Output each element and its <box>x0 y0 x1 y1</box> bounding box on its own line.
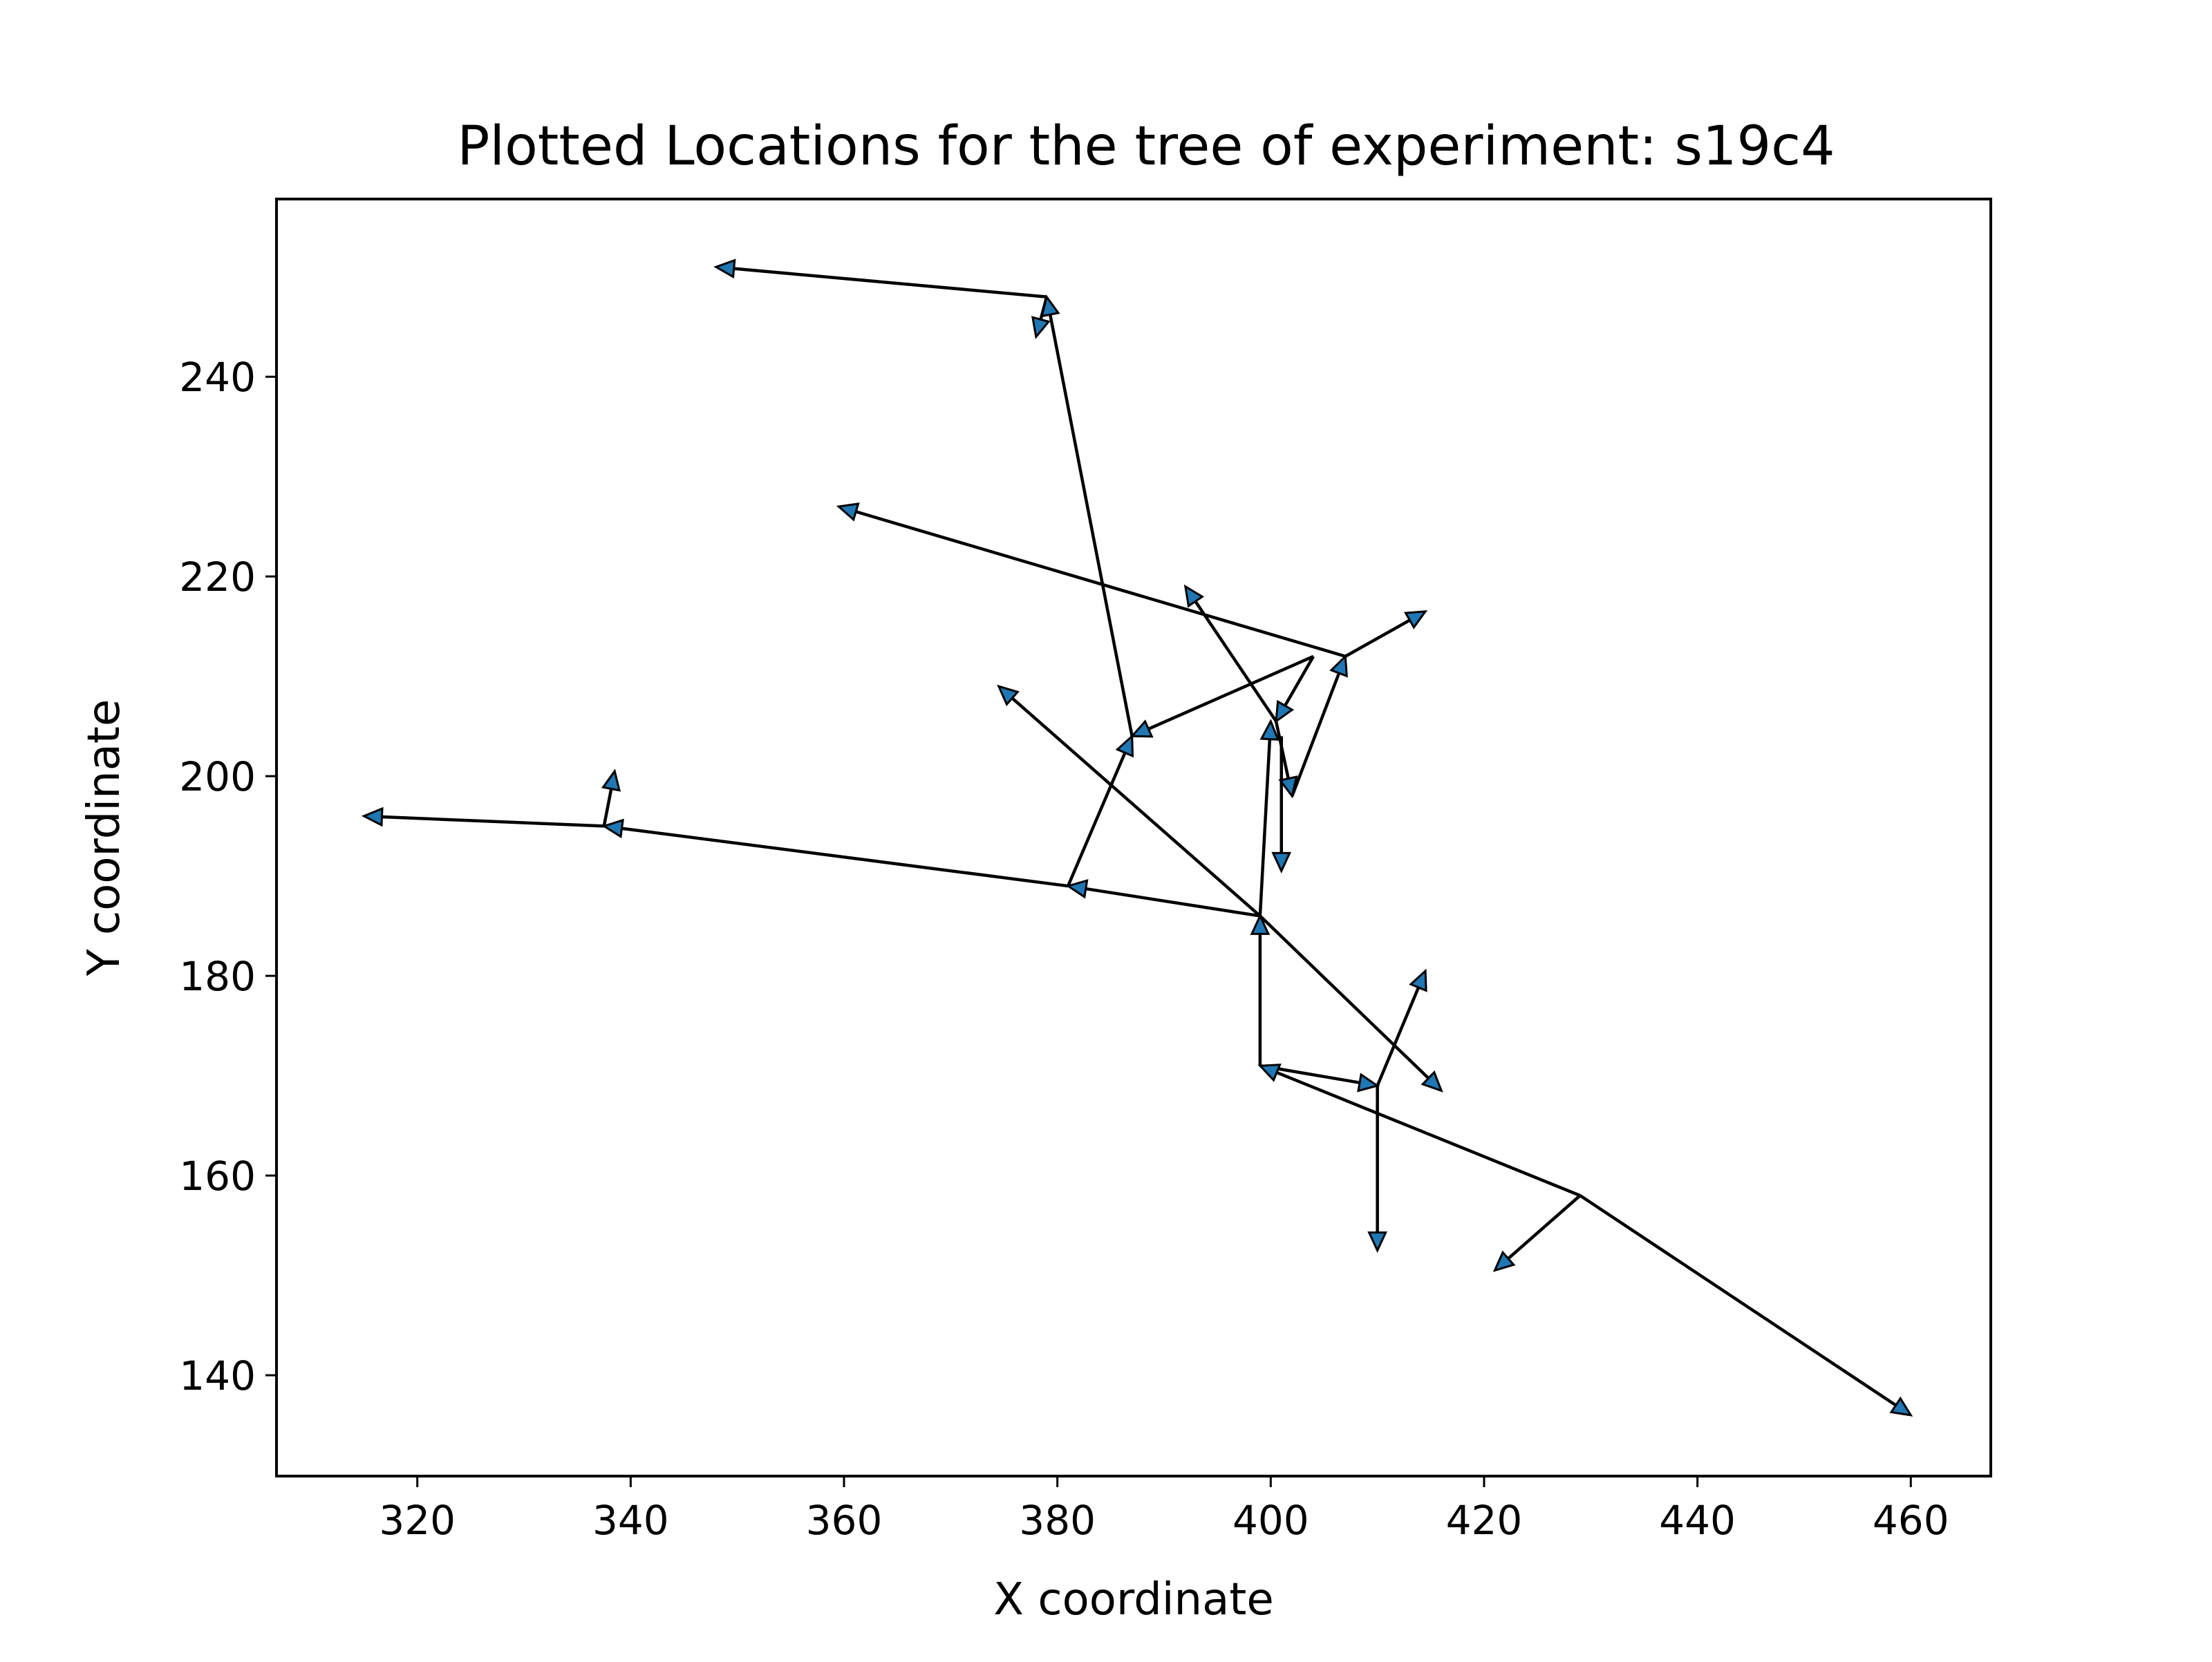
arrow-head <box>1130 719 1154 738</box>
arrow-head <box>1271 851 1292 874</box>
arrow-shaft <box>1376 987 1421 1086</box>
arrow-shaft <box>1147 654 1314 730</box>
arrow-head <box>1115 734 1134 758</box>
arrow-shaft <box>1194 600 1277 722</box>
y-tick-label: 160 <box>179 1153 256 1200</box>
arrow-shaft <box>382 815 604 828</box>
arrow-head <box>1040 294 1060 318</box>
arrow-shaft <box>602 788 613 827</box>
arrow-head <box>1492 1250 1516 1272</box>
arrow-head <box>1275 699 1295 724</box>
arrow-head <box>1257 1064 1282 1082</box>
tree-arrow <box>1258 719 1280 916</box>
arrow-head <box>1404 610 1428 630</box>
arrow-head <box>1065 879 1089 899</box>
x-axis-label: X coordinate <box>993 1574 1274 1625</box>
tree-arrow <box>1492 1194 1582 1272</box>
tree-arrow <box>1344 610 1428 658</box>
tree-arrow <box>836 502 1346 658</box>
arrow-head <box>601 768 621 792</box>
tree-arrow <box>1183 584 1277 722</box>
tree-arrow <box>1259 914 1443 1093</box>
arrow-head <box>1250 913 1271 935</box>
tree-arrow <box>1065 879 1261 918</box>
tree-arrow <box>1291 654 1348 797</box>
tree-arrow <box>601 768 621 827</box>
arrow-head <box>836 502 860 522</box>
tree-arrow <box>713 258 1047 299</box>
arrow-shaft <box>1258 739 1272 916</box>
arrow-shaft <box>733 267 1047 299</box>
arrow-head <box>1889 1396 1913 1417</box>
chart-title: Plotted Locations for the tree of experi… <box>457 115 1835 178</box>
arrow-head <box>1278 775 1298 799</box>
arrow-shaft <box>1011 697 1262 918</box>
x-tick-label: 420 <box>1446 1497 1523 1544</box>
arrow-head <box>1409 968 1427 992</box>
tree-arrow <box>361 806 604 828</box>
arrow-head <box>601 818 624 839</box>
arrow-shaft <box>1344 618 1411 658</box>
tree-arrow <box>1130 654 1314 738</box>
y-axis-label: Y coordinate <box>79 699 130 977</box>
arrow-head <box>713 258 736 278</box>
x-tick-label: 340 <box>592 1497 669 1544</box>
arrow-shaft <box>1291 672 1341 797</box>
arrow-head <box>1421 1070 1443 1093</box>
tree-arrow <box>1275 655 1315 724</box>
plot-area <box>361 258 1913 1417</box>
arrow-shaft <box>855 510 1346 658</box>
arrow-head <box>1357 1073 1380 1093</box>
arrow-head <box>361 806 384 827</box>
y-tick-label: 140 <box>179 1352 256 1399</box>
x-tick-label: 380 <box>1019 1497 1096 1544</box>
tree-arrow <box>1271 736 1292 874</box>
arrow-head <box>1031 316 1051 339</box>
arrow-shaft <box>1579 1194 1897 1407</box>
tree-arrow <box>1257 1064 1581 1198</box>
arrow-shaft <box>1284 655 1315 707</box>
tree-arrow <box>1067 734 1134 887</box>
x-tick-label: 360 <box>806 1497 883 1544</box>
arrow-head <box>1367 1231 1387 1254</box>
arrow-shaft <box>1259 914 1430 1079</box>
plot-frame <box>275 198 1992 1477</box>
y-tick-label: 240 <box>179 354 256 401</box>
y-axis: 140 160 180 200 220 240 <box>179 354 276 1399</box>
tree-arrow <box>997 684 1262 918</box>
tree-arrow <box>1250 913 1271 1066</box>
tree-arrow <box>1579 1194 1913 1417</box>
arrow-head <box>997 684 1020 707</box>
x-tick-label: 460 <box>1873 1497 1949 1544</box>
x-tick-label: 320 <box>379 1497 456 1544</box>
tree-arrow <box>601 818 1069 888</box>
tree-arrow <box>1367 1086 1387 1254</box>
y-tick-label: 180 <box>179 953 256 1000</box>
y-tick-label: 220 <box>179 554 256 601</box>
arrow-shaft <box>1085 887 1261 918</box>
arrow-shaft <box>621 827 1069 888</box>
arrow-shaft <box>1276 1070 1581 1198</box>
x-tick-label: 400 <box>1232 1497 1309 1544</box>
arrow-shaft <box>1048 314 1134 737</box>
arrow-head <box>1183 584 1205 608</box>
tree-arrow <box>1040 294 1134 737</box>
y-tick-label: 200 <box>179 753 256 800</box>
arrow-head <box>1259 719 1280 741</box>
x-axis: 320 340 360 380 400 420 440 460 <box>379 1476 1949 1544</box>
arrow-shaft <box>1507 1194 1582 1260</box>
arrow-head <box>1329 654 1348 678</box>
tree-arrow <box>1376 968 1427 1086</box>
arrow-shaft <box>1067 752 1127 887</box>
x-tick-label: 440 <box>1659 1497 1736 1544</box>
